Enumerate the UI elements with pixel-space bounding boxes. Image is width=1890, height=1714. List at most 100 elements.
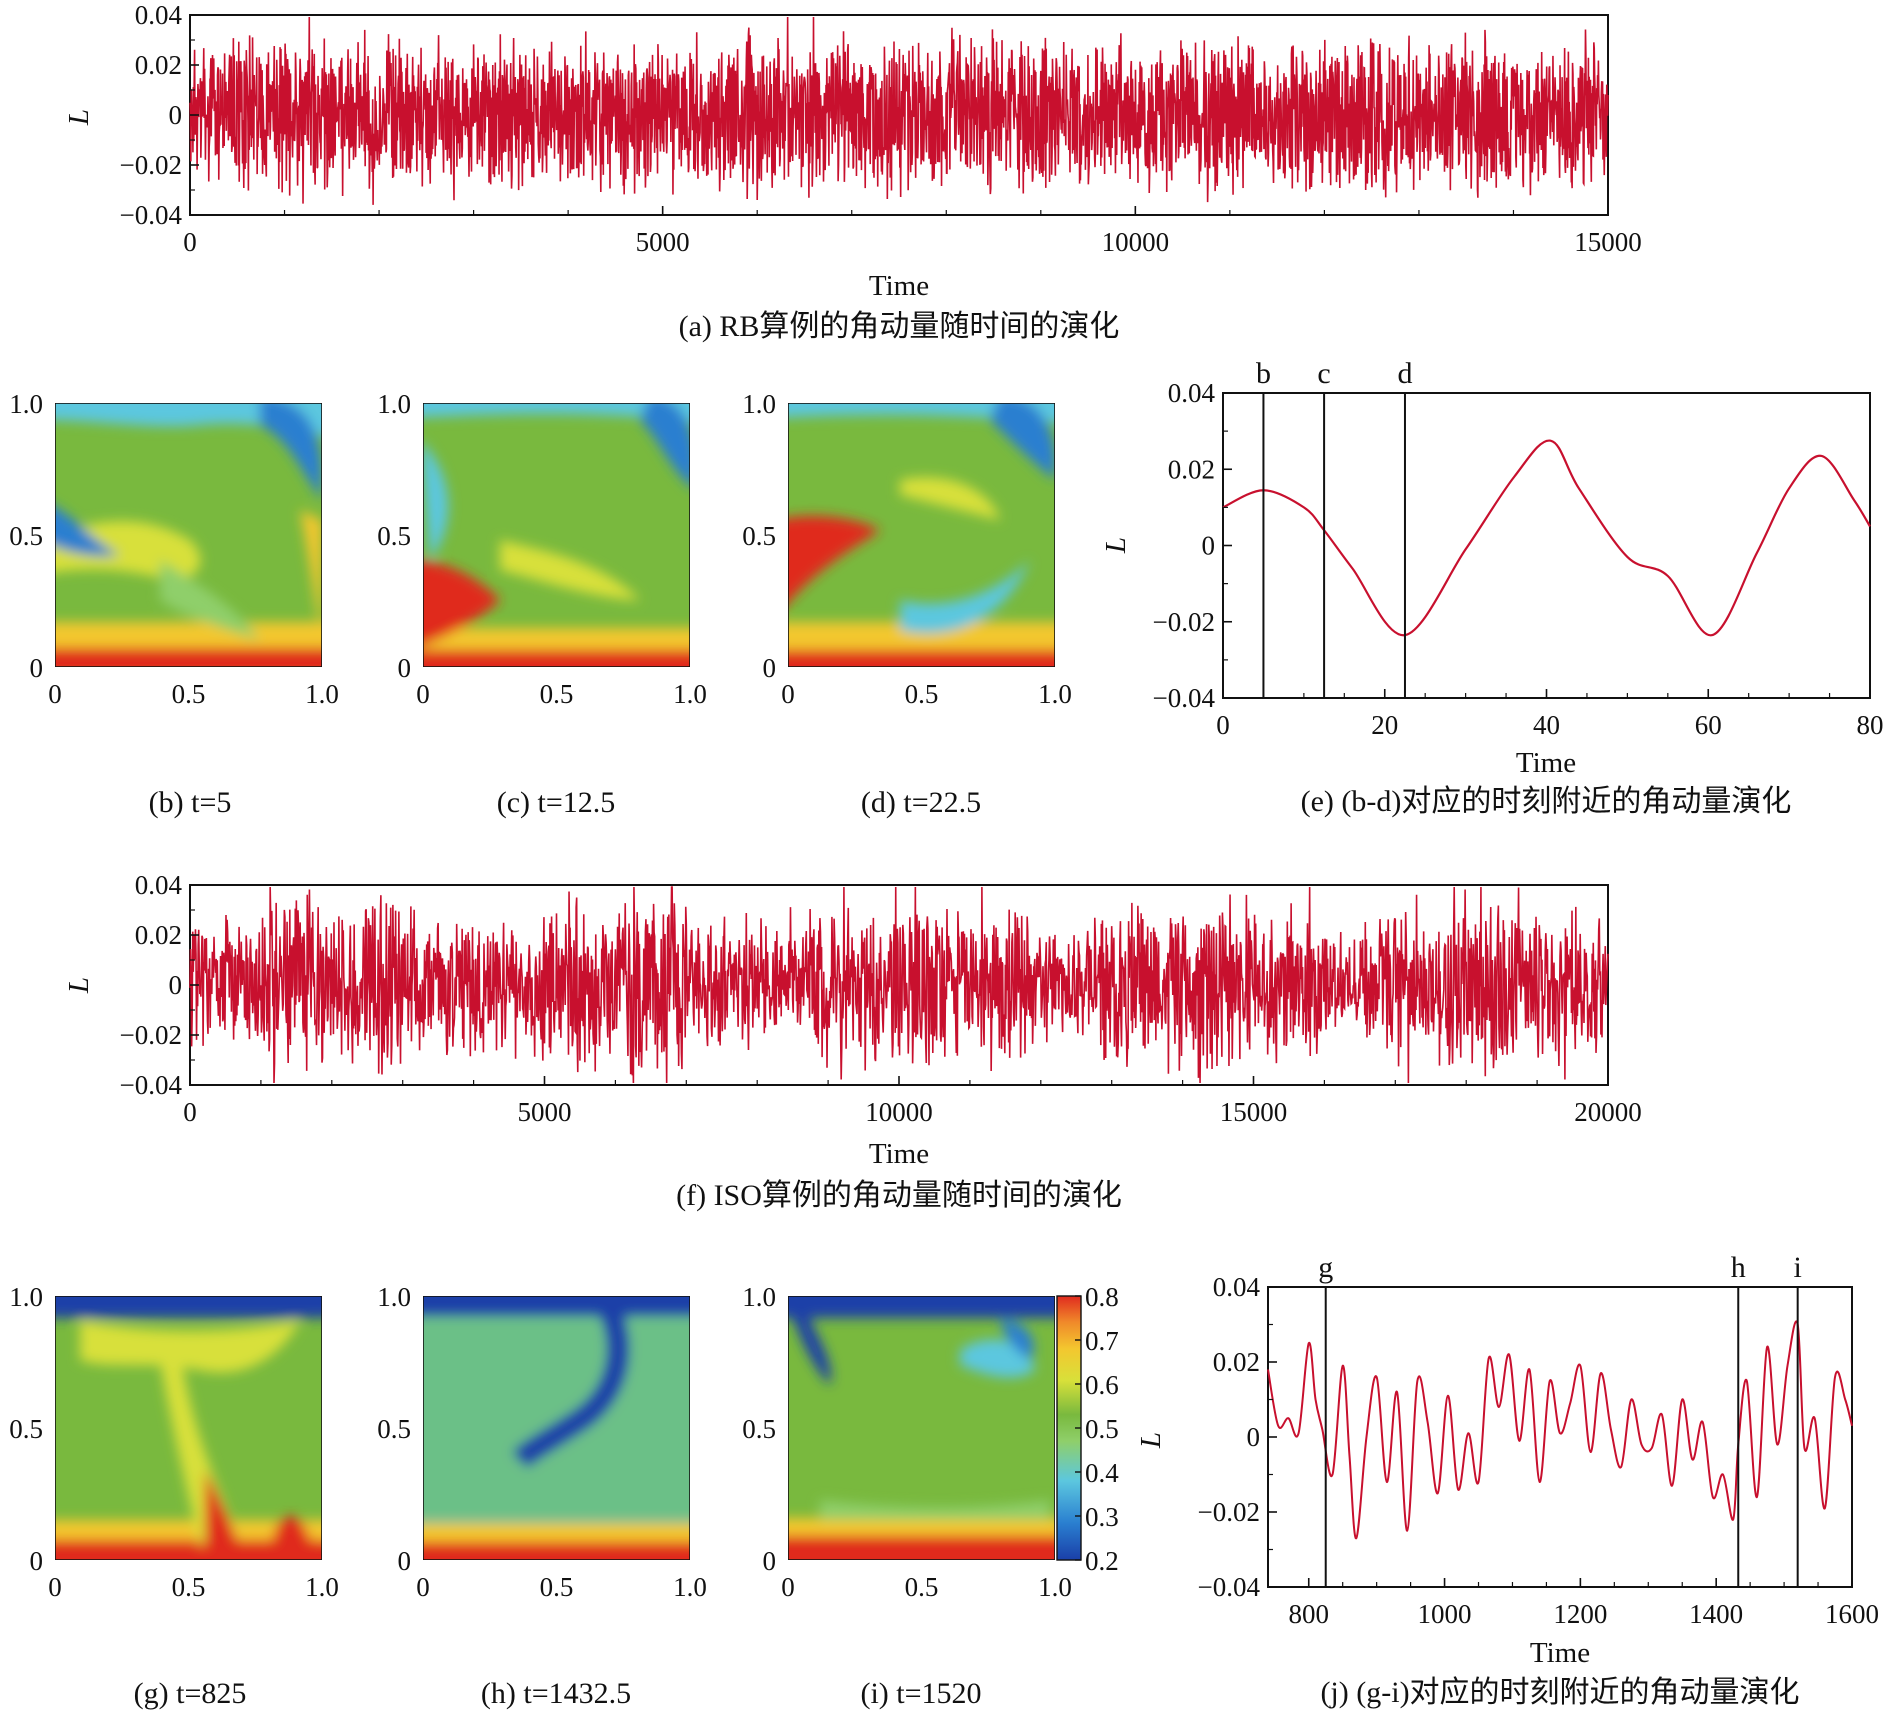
panel-j-xtick-label: 1400 (1689, 1599, 1743, 1629)
panel-e-caption: (e) (b-d)对应的时刻附近的角动量演化 (1301, 785, 1792, 818)
panel-a-caption: (a) RB算例的角动量随时间的演化 (679, 310, 1120, 343)
field-i-ytick-label: 0.5 (742, 1414, 776, 1444)
panel-f-axes: 0 5000 10000 15000 20000 −0.04 −0.02 0 0.02 0.04 (120, 870, 1642, 1127)
field-i-xtick-label: 0 (781, 1572, 795, 1602)
panel-e-ytick-label: −0.04 (1153, 683, 1216, 713)
field-i-xtick-label: 1.0 (1038, 1572, 1072, 1602)
field-i-xtick-label: 0.5 (905, 1572, 939, 1602)
field-b-xtick-label: 1.0 (305, 679, 339, 709)
colorbar-tick-labels: 0.8 0.7 0.6 0.5 0.4 0.3 0.2 (1075, 1282, 1119, 1576)
field-panel-i (788, 1296, 1055, 1560)
caption-g: (g) t=825 (134, 1677, 247, 1710)
panel-a-xtick-label: 15000 (1574, 227, 1642, 257)
panel-j-xtick-label: 800 (1288, 1599, 1329, 1629)
field-d-xtick-label: 0.5 (905, 679, 939, 709)
panel-j-xlabel: Time (1530, 1637, 1590, 1669)
field-panel-c (423, 403, 690, 667)
panel-a-xlabel: Time (869, 270, 929, 302)
panel-f-xtick-label: 15000 (1220, 1097, 1288, 1127)
field-b-ytick-label: 0.5 (9, 521, 43, 551)
colorbar-tick-label: 0.6 (1085, 1370, 1119, 1400)
field-h-xtick-label: 0 (416, 1572, 430, 1602)
panel-a-ytick-label: −0.04 (120, 200, 183, 230)
panel-j-axes: 800 1000 1200 1400 1600 −0.04 −0.02 0 0.02 0.04 (1198, 1272, 1879, 1629)
panel-a-ytick-label: 0.04 (135, 0, 183, 30)
field-h-xtick-label: 1.0 (673, 1572, 707, 1602)
field-g-ytick-label: 1.0 (9, 1282, 43, 1312)
panel-f-ytick-label: −0.04 (120, 1070, 183, 1100)
panel-f-ytick-label: −0.02 (120, 1020, 182, 1050)
panel-a-xtick-label: 5000 (636, 227, 690, 257)
field-b-xtick-label: 0 (48, 679, 62, 709)
field-b-xtick-label: 0.5 (172, 679, 206, 709)
panel-j-ytick-label: −0.02 (1198, 1497, 1260, 1527)
panel-a-series-line (189, 16, 1609, 205)
colorbar-tick-label: 0.7 (1085, 1326, 1119, 1356)
field-panel-d (788, 403, 1055, 667)
panel-j-series-line (1267, 1320, 1853, 1540)
caption-b: (b) t=5 (149, 786, 232, 819)
panel-e-ylabel: L (1100, 537, 1132, 554)
panel-j-xtick-label: 1000 (1418, 1599, 1472, 1629)
field-d-xtick-label: 1.0 (1038, 679, 1072, 709)
panel-f-xtick-label: 20000 (1574, 1097, 1642, 1127)
field-d-ytick-label: 0 (763, 653, 777, 683)
panel-f-ytick-label: 0 (169, 970, 183, 1000)
panel-e-xtick-label: 80 (1857, 710, 1884, 740)
panel-e-xtick-label: 20 (1371, 710, 1398, 740)
panel-a-xtick-label: 0 (183, 227, 197, 257)
panel-j-marker-label-i: i (1794, 1251, 1802, 1284)
field-b-ytick-label: 0 (30, 653, 44, 683)
field-g-xtick-label: 0 (48, 1572, 62, 1602)
panel-a-ytick-label: −0.02 (120, 150, 182, 180)
panel-a-ytick-label: 0.02 (135, 50, 182, 80)
colorbar-tick-label: 0.3 (1085, 1502, 1119, 1532)
panel-f-xlabel: Time (869, 1138, 929, 1170)
field-panel-h (423, 1296, 690, 1560)
panel-e-ytick-label: −0.02 (1153, 607, 1215, 637)
panel-e-marker-label-b: b (1256, 357, 1271, 390)
panel-e-axes: 0 20 40 60 80 −0.04 −0.02 0 0.02 0.04 (1153, 378, 1884, 740)
field-i-ytick-label: 1.0 (742, 1282, 776, 1312)
panel-a-axes: 0 5000 10000 15000 −0.04 −0.02 0 0.02 0.04 (120, 0, 1642, 257)
colorbar-tick-label: 0.4 (1085, 1458, 1119, 1488)
field-d-ytick-label: 1.0 (742, 389, 776, 419)
panel-j-ytick-label: 0 (1247, 1422, 1261, 1452)
panel-j-xtick-label: 1600 (1825, 1599, 1879, 1629)
panel-e-ytick-label: 0.02 (1168, 454, 1215, 484)
field-panel-b (55, 403, 322, 667)
field-h-ytick-label: 1.0 (377, 1282, 411, 1312)
field-d-ytick-label: 0.5 (742, 521, 776, 551)
panel-a-ylabel: L (63, 109, 95, 126)
field-h-xtick-label: 0.5 (540, 1572, 574, 1602)
panel-j-frame (1267, 1286, 1853, 1588)
field-c-ytick-label: 1.0 (377, 389, 411, 419)
panel-e-xtick-label: 60 (1695, 710, 1722, 740)
field-g-ytick-label: 0 (30, 1546, 44, 1576)
panel-e-xtick-label: 0 (1216, 710, 1230, 740)
panel-f-xtick-label: 10000 (865, 1097, 933, 1127)
panel-j-markers: g h i (1318, 1251, 1802, 1587)
field-g-xtick-label: 1.0 (305, 1572, 339, 1602)
field-c-xtick-label: 0.5 (540, 679, 574, 709)
panel-j-marker-label-g: g (1318, 1251, 1333, 1284)
caption-i: (i) t=1520 (860, 1677, 981, 1710)
panel-e-ytick-label: 0 (1202, 531, 1216, 561)
caption-d: (d) t=22.5 (861, 786, 981, 819)
panel-j-caption: (j) (g-i)对应的时刻附近的角动量演化 (1320, 1676, 1799, 1709)
panel-a-ytick-label: 0 (169, 100, 183, 130)
panel-a-xtick-label: 10000 (1102, 227, 1170, 257)
panel-f-ytick-label: 0.04 (135, 870, 183, 900)
panel-f-ylabel: L (63, 977, 95, 994)
panel-e-xlabel: Time (1516, 747, 1576, 779)
field-c-ytick-label: 0.5 (377, 521, 411, 551)
panel-f-caption: (f) ISO算例的角动量随时间的演化 (676, 1179, 1122, 1212)
panel-e-marker-label-c: c (1317, 357, 1330, 390)
field-g-xtick-label: 0.5 (172, 1572, 206, 1602)
colorbar-tick-label: 0.8 (1085, 1282, 1119, 1312)
field-c-ytick-label: 0 (398, 653, 412, 683)
field-g-ytick-label: 0.5 (9, 1414, 43, 1444)
